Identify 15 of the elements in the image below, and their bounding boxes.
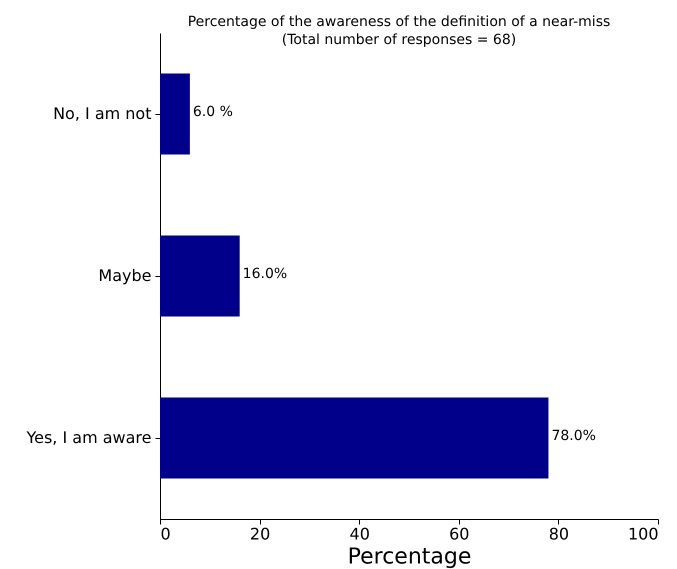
y-tick-label: Maybe [98, 266, 152, 285]
y-tick-label: Yes, I am aware [25, 428, 152, 447]
x-tick-label: 100 [628, 524, 658, 544]
x-tick-label: 20 [250, 524, 270, 544]
x-tick-label: 0 [160, 524, 171, 544]
chart-subtitle: (Total number of responses = 68) [282, 32, 516, 48]
data-label: 78.0% [551, 428, 596, 444]
x-tick-label: 60 [449, 524, 470, 544]
x-tick-label: 80 [548, 524, 570, 544]
y-tick-label: No, I am not [53, 104, 152, 123]
x-tick-label: 40 [350, 524, 370, 544]
chart-title: Percentage of the awareness of the definition of a near-miss [188, 14, 610, 30]
data-label: 16.0% [242, 266, 288, 282]
data-label: 6.0 % [192, 104, 233, 120]
x-axis-title: Percentage [348, 544, 472, 569]
